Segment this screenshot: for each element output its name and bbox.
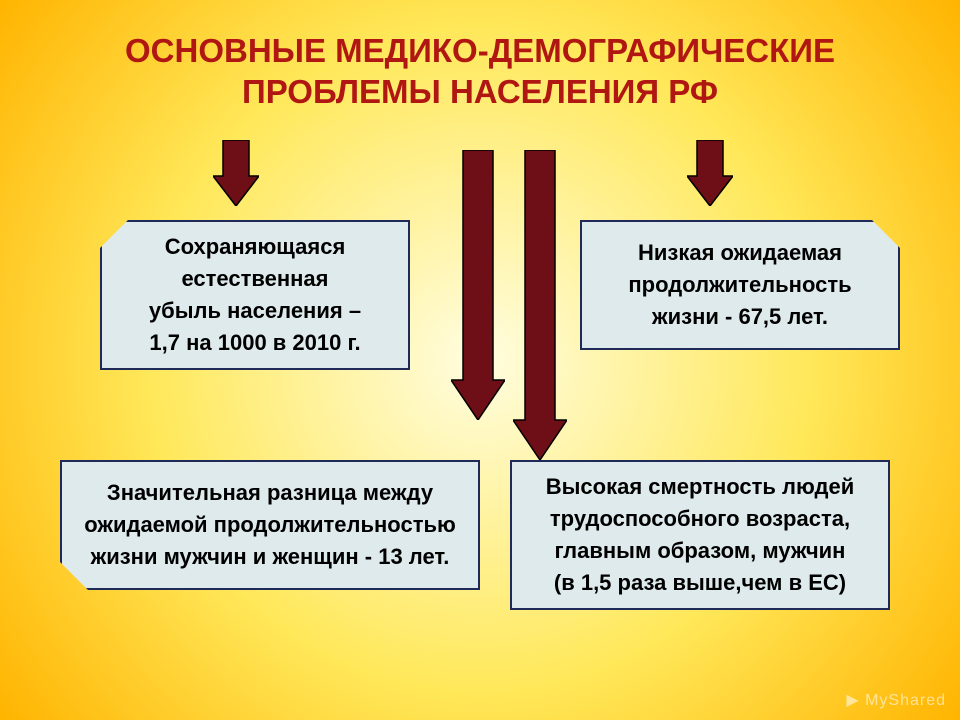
card-top-left: Сохраняющаяся естественная убыль населен… bbox=[100, 220, 410, 370]
card-top-right: Низкая ожидаемая продолжительность жизни… bbox=[580, 220, 900, 350]
arrow-to-bottom-right bbox=[513, 150, 567, 460]
watermark: ▶ MyShared bbox=[846, 690, 946, 710]
slide-title: ОСНОВНЫЕ МЕДИКО-ДЕМОГРАФИЧЕСКИЕ ПРОБЛЕМЫ… bbox=[0, 30, 960, 113]
watermark-text: MyShared bbox=[865, 692, 946, 709]
card-bottom-right: Высокая смертность людей трудоспособного… bbox=[510, 460, 890, 610]
arrow-to-bottom-left bbox=[451, 150, 505, 420]
arrow-to-top-right bbox=[687, 140, 733, 206]
slide-root: ОСНОВНЫЕ МЕДИКО-ДЕМОГРАФИЧЕСКИЕ ПРОБЛЕМЫ… bbox=[0, 0, 960, 720]
play-icon: ▶ bbox=[846, 692, 859, 709]
arrow-to-top-left bbox=[213, 140, 259, 206]
card-bottom-left: Значительная разница между ожидаемой про… bbox=[60, 460, 480, 590]
